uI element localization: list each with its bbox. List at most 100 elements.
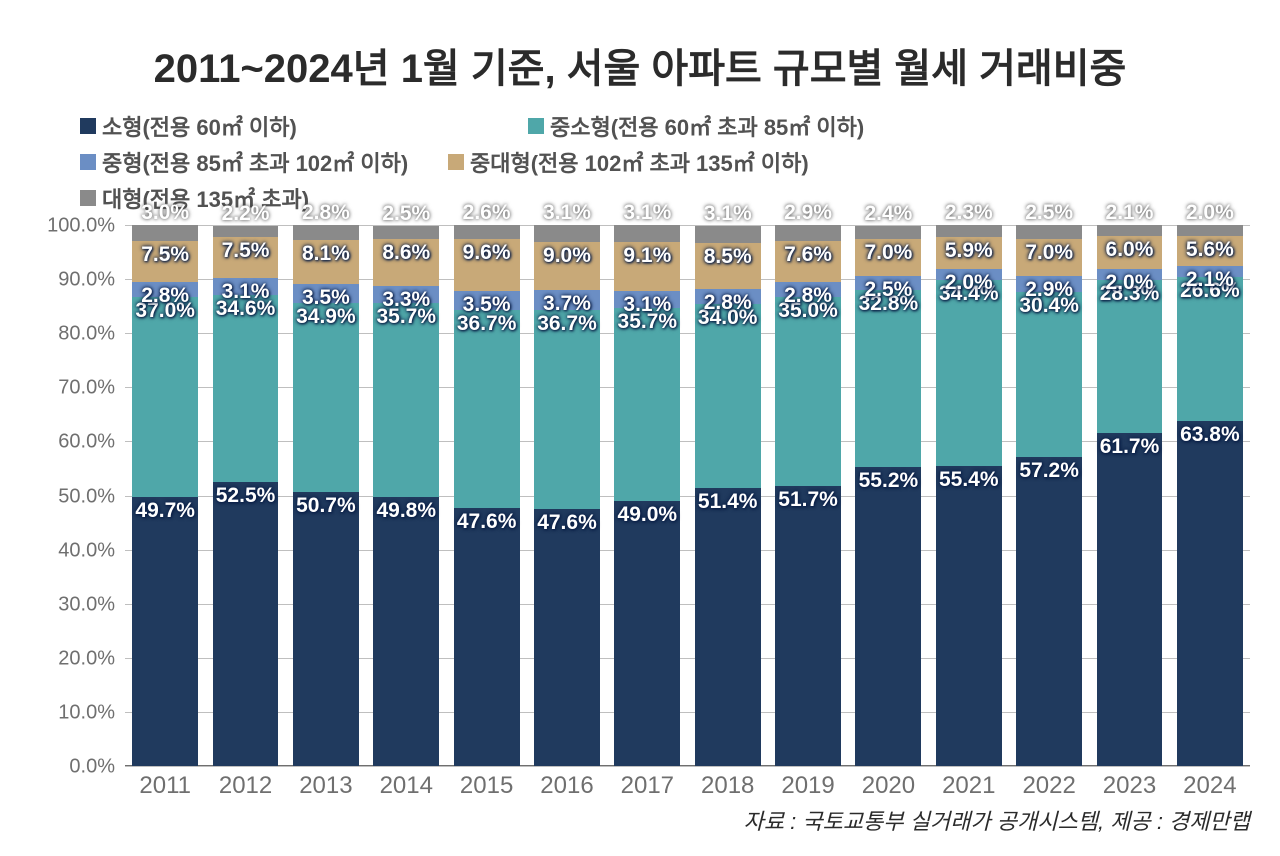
bar-segment: 36.7% — [534, 310, 600, 508]
legend-label: 중대형(전용 102㎡ 초과 135㎡ 이하) — [470, 146, 809, 178]
bar-segment-label: 2.2% — [222, 202, 270, 226]
bar-segment: 2.0% — [1097, 269, 1163, 280]
bar: 49.8%35.7%3.3%8.6%2.5% — [373, 225, 439, 766]
bar-segment: 26.6% — [1177, 277, 1243, 421]
y-tick-label: 70.0% — [58, 377, 115, 400]
bar-segment-label: 2.8% — [704, 291, 752, 315]
bar: 55.2%32.8%2.5%7.0%2.4% — [855, 225, 921, 766]
bar: 49.7%37.0%2.8%7.5%3.0% — [132, 225, 198, 766]
bar-segment: 2.4% — [855, 226, 921, 239]
bar-segment: 35.0% — [775, 297, 841, 486]
bar: 63.8%26.6%2.1%5.6%2.0% — [1177, 225, 1243, 766]
bar-segment-label: 3.1% — [623, 201, 671, 225]
bar-segment: 36.7% — [454, 310, 520, 509]
bar: 50.7%34.9%3.5%8.1%2.8% — [293, 225, 359, 766]
bar-segment-label: 2.9% — [784, 201, 832, 225]
bar-segment-label: 3.1% — [704, 202, 752, 226]
bar-segment: 57.2% — [1016, 457, 1082, 766]
y-tick-label: 30.0% — [58, 593, 115, 616]
x-tick-label: 2016 — [527, 766, 607, 806]
bar-segment-label: 6.0% — [1106, 238, 1154, 262]
legend-item: 중대형(전용 102㎡ 초과 135㎡ 이하) — [448, 146, 888, 178]
bar-slot: 49.8%35.7%3.3%8.6%2.5% — [366, 225, 446, 766]
bar-slot: 51.7%35.0%2.8%7.6%2.9% — [768, 225, 848, 766]
bar: 47.6%36.7%3.5%9.6%2.6% — [454, 225, 520, 766]
bar-segment-label: 47.6% — [537, 511, 597, 535]
bar-segment: 3.7% — [534, 290, 600, 310]
y-tick-label: 60.0% — [58, 431, 115, 454]
bar-segment: 30.4% — [1016, 292, 1082, 456]
bar: 51.4%34.0%2.8%8.5%3.1% — [695, 225, 761, 766]
x-tick-label: 2013 — [286, 766, 366, 806]
bar-segment-label: 49.0% — [618, 503, 678, 527]
bar-segment: 2.8% — [293, 225, 359, 240]
bar-segment-label: 2.8% — [141, 284, 189, 308]
legend-item: 소형(전용 60㎡ 이하) — [80, 110, 520, 142]
bar-slot: 47.6%36.7%3.7%9.0%3.1% — [527, 225, 607, 766]
bar-segment: 3.1% — [695, 226, 761, 243]
x-tick-label: 2021 — [929, 766, 1009, 806]
bar-segment-label: 47.6% — [457, 510, 517, 534]
bar-segment-label: 2.0% — [1106, 271, 1154, 295]
bar-slot: 47.6%36.7%3.5%9.6%2.6% — [446, 225, 526, 766]
bar-segment-label: 7.0% — [864, 241, 912, 265]
bar: 52.5%34.6%3.1%7.5%2.2% — [213, 225, 279, 766]
bar-segment-label: 7.5% — [141, 243, 189, 267]
legend-label: 대형(전용 135㎡ 초과) — [102, 182, 309, 214]
source-text: 자료 : 국토교통부 실거래가 공개시스템, 제공 : 경제만랩 — [744, 804, 1250, 836]
bar-segment: 2.8% — [775, 282, 841, 297]
bar-segment: 34.0% — [695, 304, 761, 488]
y-tick-label: 40.0% — [58, 539, 115, 562]
legend-label: 중소형(전용 60㎡ 초과 85㎡ 이하) — [550, 110, 864, 142]
bar-segment-label: 5.9% — [945, 239, 993, 263]
legend-swatch — [448, 154, 464, 170]
legend-item: 중소형(전용 60㎡ 초과 85㎡ 이하) — [528, 110, 968, 142]
bar: 49.0%35.7%3.1%9.1%3.1% — [614, 225, 680, 766]
bar-segment-label: 9.1% — [623, 244, 671, 268]
legend-swatch — [80, 118, 96, 134]
bar-segment-label: 3.1% — [543, 201, 591, 225]
bar-segment: 3.1% — [534, 225, 600, 242]
bar-segment: 35.7% — [614, 308, 680, 501]
bar-segment: 7.5% — [213, 237, 279, 278]
bar-segment: 9.6% — [454, 239, 520, 291]
bar-segment-label: 2.4% — [864, 202, 912, 226]
bar-segment: 55.2% — [855, 467, 921, 766]
bar-segment: 2.9% — [1016, 276, 1082, 292]
bar-segment: 34.6% — [213, 295, 279, 482]
bar-segment: 49.0% — [614, 501, 680, 766]
bars-container: 49.7%37.0%2.8%7.5%3.0%52.5%34.6%3.1%7.5%… — [125, 225, 1250, 766]
bar-segment: 3.1% — [213, 278, 279, 295]
bar-segment-label: 2.5% — [1025, 201, 1073, 225]
bar-segment: 63.8% — [1177, 421, 1243, 766]
bar-segment-label: 3.3% — [382, 288, 430, 312]
y-tick-label: 20.0% — [58, 647, 115, 670]
bar-segment-label: 57.2% — [1019, 459, 1079, 483]
bar-segment: 2.3% — [936, 225, 1002, 237]
x-tick-label: 2011 — [125, 766, 205, 806]
bar-segment: 2.0% — [1177, 225, 1243, 236]
x-tick-label: 2024 — [1170, 766, 1250, 806]
legend-swatch — [80, 190, 96, 206]
bar-segment-label: 49.8% — [376, 499, 436, 523]
x-tick-label: 2022 — [1009, 766, 1089, 806]
bar-slot: 49.7%37.0%2.8%7.5%3.0% — [125, 225, 205, 766]
y-tick-label: 80.0% — [58, 323, 115, 346]
bar-segment: 3.5% — [454, 291, 520, 310]
bar-segment-label: 2.8% — [784, 284, 832, 308]
bar-segment: 37.0% — [132, 297, 198, 497]
bar-segment: 5.6% — [1177, 236, 1243, 266]
bar-segment: 8.5% — [695, 243, 761, 289]
bar-segment: 2.1% — [1177, 266, 1243, 277]
bar-segment-label: 3.1% — [222, 280, 270, 304]
bar-segment-label: 55.4% — [939, 468, 999, 492]
bar-segment-label: 2.9% — [1025, 278, 1073, 302]
bar-segment-label: 2.0% — [945, 271, 993, 295]
bar-segment: 3.0% — [132, 225, 198, 241]
bar-segment: 7.0% — [855, 239, 921, 277]
bar-slot: 57.2%30.4%2.9%7.0%2.5% — [1009, 225, 1089, 766]
bar-segment: 47.6% — [454, 508, 520, 766]
bar-segment: 51.4% — [695, 488, 761, 766]
bar-segment: 2.6% — [454, 225, 520, 239]
bar-segment: 2.5% — [1016, 225, 1082, 239]
